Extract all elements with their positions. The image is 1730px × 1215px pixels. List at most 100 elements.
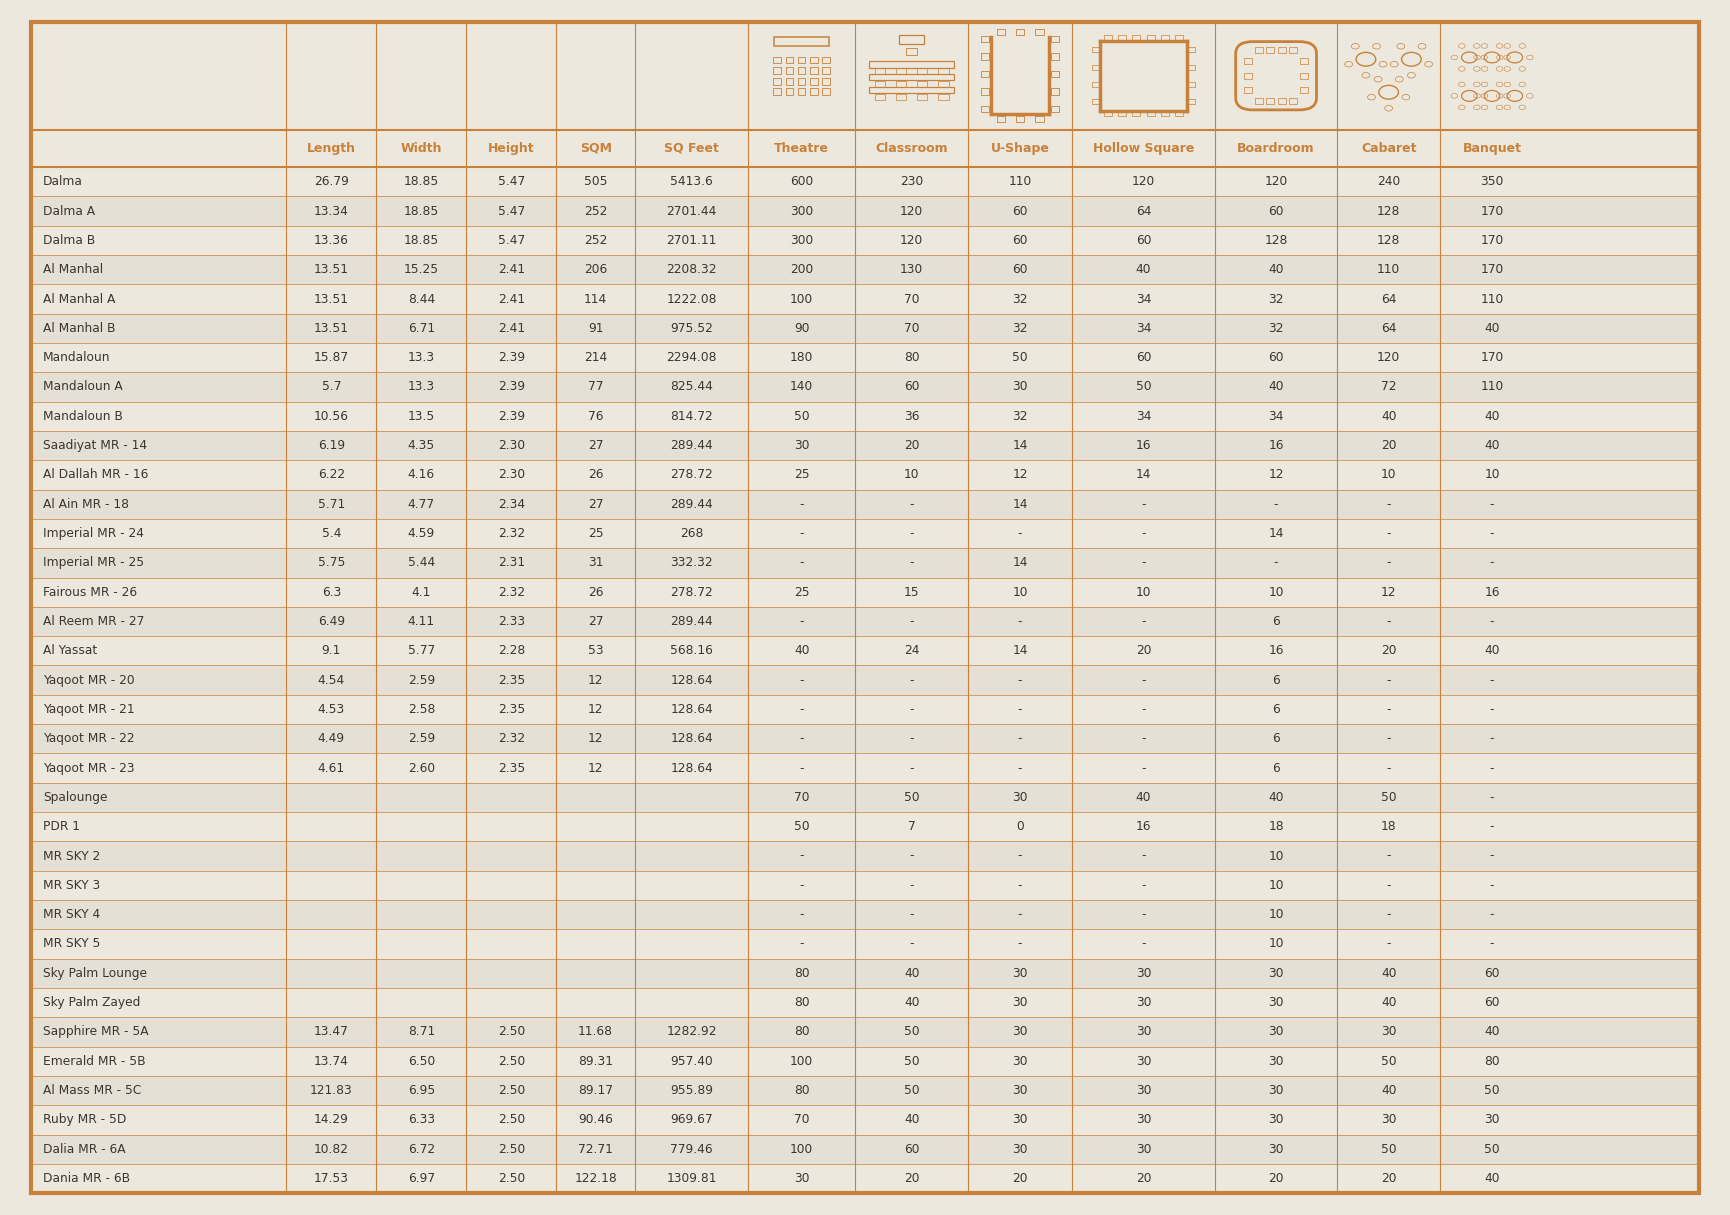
Text: 30: 30: [1012, 1084, 1028, 1097]
Text: -: -: [799, 849, 804, 863]
Bar: [798, 67, 806, 74]
Text: -: -: [1142, 733, 1145, 745]
Text: 14: 14: [1012, 498, 1028, 510]
Text: 30: 30: [1484, 1113, 1500, 1126]
Text: 20: 20: [1268, 1172, 1284, 1185]
Bar: [1052, 53, 1059, 60]
Text: Yaqoot MR - 22: Yaqoot MR - 22: [43, 733, 135, 745]
Text: 252: 252: [585, 204, 607, 217]
Text: 40: 40: [1381, 967, 1396, 979]
Text: 2.41: 2.41: [498, 293, 524, 305]
Bar: [773, 57, 780, 63]
Text: 18.85: 18.85: [403, 234, 439, 247]
Bar: [31, 695, 1699, 724]
Bar: [1289, 47, 1298, 53]
Text: 50: 50: [1381, 1142, 1396, 1155]
Text: 10.56: 10.56: [313, 409, 349, 423]
Text: 6.33: 6.33: [408, 1113, 434, 1126]
Bar: [31, 1046, 1699, 1075]
Text: 60: 60: [905, 1142, 919, 1155]
Text: -: -: [910, 849, 913, 863]
Text: Yaqoot MR - 23: Yaqoot MR - 23: [43, 762, 135, 775]
Text: 121.83: 121.83: [310, 1084, 353, 1097]
Text: -: -: [1386, 703, 1391, 716]
Text: 13.34: 13.34: [313, 204, 349, 217]
Text: 40: 40: [905, 1113, 919, 1126]
Text: 20: 20: [1137, 1172, 1150, 1185]
Bar: [1035, 29, 1043, 35]
Text: 2.39: 2.39: [498, 380, 524, 394]
Text: -: -: [1386, 762, 1391, 775]
Text: -: -: [799, 703, 804, 716]
Text: 15.87: 15.87: [313, 351, 349, 364]
Bar: [1175, 35, 1183, 40]
Text: 40: 40: [1381, 996, 1396, 1010]
Bar: [1104, 111, 1112, 117]
Text: 20: 20: [1381, 644, 1396, 657]
Text: 26: 26: [588, 586, 604, 599]
Text: -: -: [1017, 878, 1022, 892]
Text: 10: 10: [1137, 586, 1150, 599]
Text: 60: 60: [905, 380, 919, 394]
Bar: [996, 117, 1005, 123]
Text: -: -: [1490, 762, 1495, 775]
Bar: [1278, 47, 1285, 53]
Text: 60: 60: [1484, 967, 1500, 979]
Text: 40: 40: [1484, 1172, 1500, 1185]
Text: 10: 10: [1484, 469, 1500, 481]
Text: 170: 170: [1481, 351, 1503, 364]
Text: 89.31: 89.31: [578, 1055, 612, 1068]
Text: 13.3: 13.3: [408, 380, 434, 394]
Text: 72.71: 72.71: [578, 1142, 612, 1155]
Text: 25: 25: [794, 469, 810, 481]
Bar: [785, 57, 792, 63]
Text: 6.22: 6.22: [318, 469, 344, 481]
Text: Dalma: Dalma: [43, 175, 83, 188]
Text: 6.72: 6.72: [408, 1142, 434, 1155]
Text: -: -: [1490, 733, 1495, 745]
Bar: [896, 94, 907, 100]
Bar: [896, 81, 907, 86]
Text: 289.44: 289.44: [670, 498, 713, 510]
Text: Dalia MR - 6A: Dalia MR - 6A: [43, 1142, 126, 1155]
Text: 60: 60: [1012, 264, 1028, 276]
Bar: [1187, 47, 1195, 52]
Bar: [822, 57, 830, 63]
Bar: [31, 782, 1699, 812]
Text: -: -: [910, 615, 913, 628]
Bar: [31, 606, 1699, 637]
Text: Length: Length: [306, 142, 356, 154]
Text: 5.71: 5.71: [318, 498, 344, 510]
Text: -: -: [1490, 556, 1495, 570]
Text: -: -: [1273, 556, 1278, 570]
Text: 120: 120: [1265, 175, 1287, 188]
Text: 70: 70: [905, 322, 919, 335]
Text: 32: 32: [1012, 293, 1028, 305]
Text: 15: 15: [903, 586, 920, 599]
Bar: [31, 226, 1699, 255]
Text: -: -: [799, 615, 804, 628]
Text: 30: 30: [1137, 1025, 1150, 1039]
Text: Imperial MR - 24: Imperial MR - 24: [43, 527, 144, 539]
Bar: [31, 1075, 1699, 1106]
Bar: [31, 460, 1699, 490]
Text: 2.50: 2.50: [498, 1084, 526, 1097]
Text: 5.4: 5.4: [322, 527, 341, 539]
Text: 5.44: 5.44: [408, 556, 434, 570]
Text: 2.32: 2.32: [498, 527, 524, 539]
Text: -: -: [1490, 878, 1495, 892]
Text: 278.72: 278.72: [670, 469, 713, 481]
Text: 6: 6: [1272, 615, 1280, 628]
Text: 50: 50: [794, 820, 810, 833]
Bar: [31, 871, 1699, 900]
Text: 72: 72: [1381, 380, 1396, 394]
Text: 32: 32: [1268, 322, 1284, 335]
Text: 18: 18: [1268, 820, 1284, 833]
Text: 91: 91: [588, 322, 604, 335]
Bar: [1092, 47, 1100, 52]
Text: Theatre: Theatre: [773, 142, 829, 154]
Text: 20: 20: [1012, 1172, 1028, 1185]
Bar: [31, 724, 1699, 753]
Text: 10: 10: [1268, 586, 1284, 599]
Text: 2.59: 2.59: [408, 673, 434, 686]
